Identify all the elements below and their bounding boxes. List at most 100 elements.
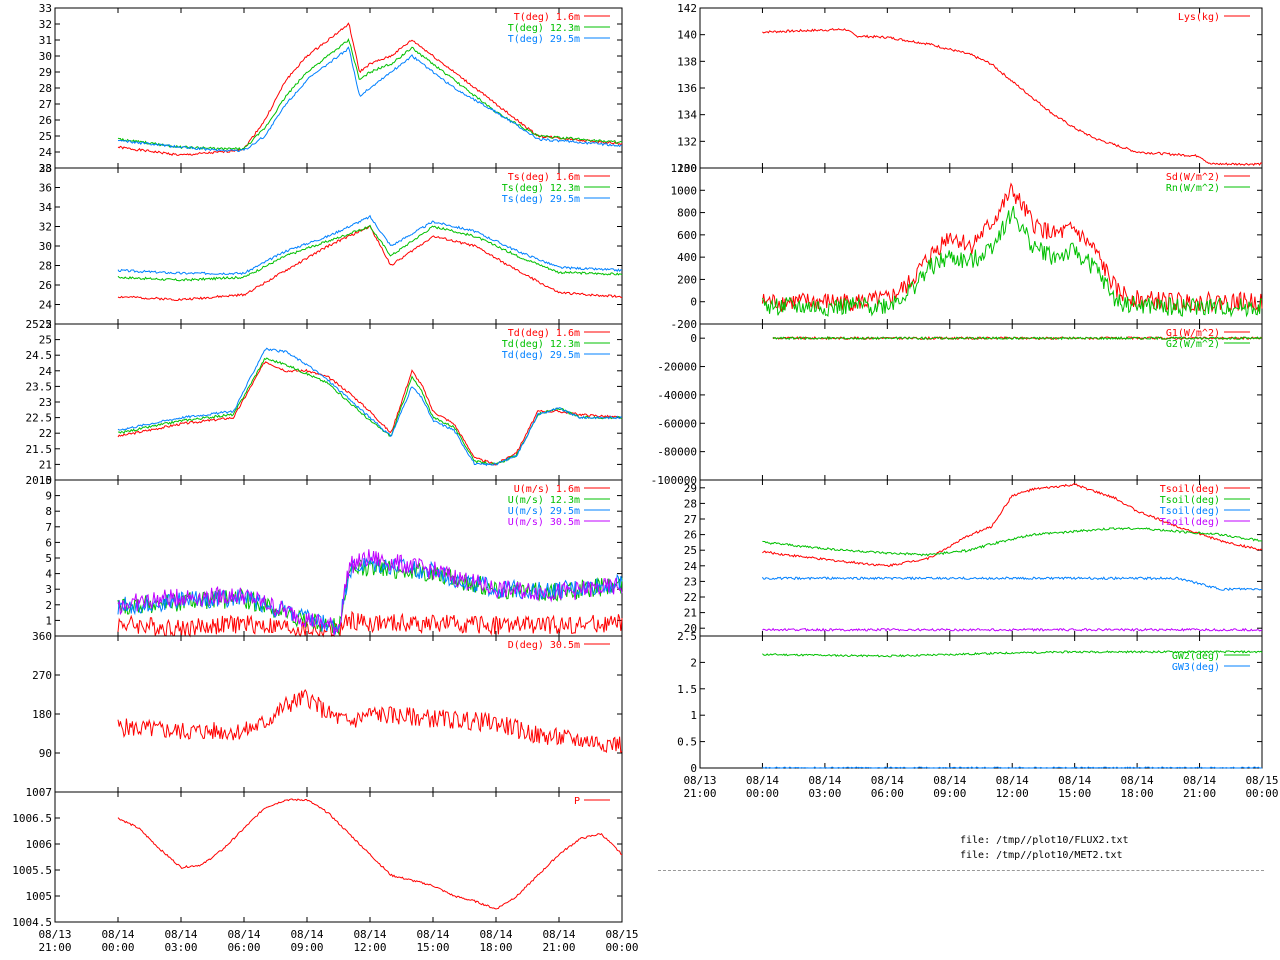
y-tick-label: 1006.5 [12,812,52,825]
y-tick-label: 28 [684,497,697,510]
y-tick-label: 26 [39,114,52,127]
series-line [117,224,623,302]
legend-label: P [574,796,580,807]
y-tick-label: 10 [39,474,52,487]
x-tick-label: 08/14 18:00 [479,928,512,954]
series-line [762,482,1263,568]
y-tick-label: 90 [39,747,52,760]
legend-label: G2(W/m^2) [1166,339,1220,350]
y-tick-label: 0 [690,762,697,775]
y-tick-label: 24.5 [26,349,53,362]
y-tick-label: 25 [39,130,52,143]
legend-label: Td(deg) 12.3m [502,339,580,350]
x-tick-label: 08/14 12:00 [996,774,1029,800]
y-tick-label: 136 [677,82,697,95]
x-tick-label: 08/14 06:00 [871,774,904,800]
series-line [772,336,1262,341]
y-tick-label: 5 [45,552,52,565]
y-tick-label: 25.5 [26,318,53,331]
x-tick-label: 08/14 15:00 [416,928,449,954]
series-line [117,357,623,465]
y-tick-label: 28 [39,82,52,95]
y-tick-label: 28 [39,260,52,273]
y-tick-label: 24 [39,146,53,159]
y-tick-label: 180 [32,708,52,721]
x-tick-label: 08/14 09:00 [290,928,323,954]
y-tick-label: 23 [39,162,52,175]
y-tick-label: 400 [677,251,697,264]
y-tick-label: 360 [32,630,52,643]
y-tick-label: 30 [39,240,52,253]
y-tick-label: 1005 [26,890,53,903]
legend-label: GW2(deg) [1172,651,1220,662]
y-tick-label: 1000 [671,184,698,197]
y-tick-label: 22.5 [26,412,53,425]
y-tick-label: 32 [39,18,52,31]
y-tick-label: 2.5 [677,630,697,643]
y-tick-label: 600 [677,229,697,242]
series-line [762,650,1263,658]
y-tick-label: 24 [39,365,53,378]
y-tick-label: 32 [39,221,52,234]
dashed-separator [658,870,1264,871]
x-tick-label: 08/14 12:00 [353,928,386,954]
series-line [117,798,623,910]
y-tick-label: 1006 [26,838,53,851]
y-tick-label: 0.5 [677,736,697,749]
y-tick-label: -100000 [651,474,697,487]
y-tick-label: 33 [39,2,52,15]
y-tick-label: 30 [39,50,52,63]
x-tick-label: 08/14 06:00 [227,928,260,954]
y-tick-label: 7 [45,521,52,534]
y-tick-label: 24 [39,299,53,312]
series-line [762,627,1263,632]
x-tick-label: 08/13 21:00 [683,774,716,800]
y-tick-label: 1.5 [677,683,697,696]
y-tick-label: 138 [677,55,697,68]
x-tick-label: 08/14 03:00 [808,774,841,800]
legend-label: Tsoil(deg) [1160,484,1220,495]
y-tick-label: 29 [39,66,52,79]
x-tick-label: 08/14 21:00 [1183,774,1216,800]
chart-panel-4: 360 270 180 90 D(deg) 30.5m [32,630,623,793]
y-tick-label: 29 [684,482,697,495]
y-tick-label: 1004.5 [12,916,52,929]
legend-label: Lys(kg) [1178,12,1220,23]
y-tick-label: 25 [684,544,697,557]
y-tick-label: 2 [690,656,697,669]
legend-label: Tsoil(deg) [1160,517,1220,528]
x-tick-label: 08/14 00:00 [101,928,134,954]
y-tick-label: 130 [677,162,697,175]
x-tick-label: 08/14 21:00 [542,928,575,954]
x-tick-label: 08/13 21:00 [38,928,71,954]
chart-panel-8: 0 -20000 -40000 -60000 -80000 -100000 G1(W/m^2… [651,323,1263,487]
y-tick-label: 23 [684,575,697,588]
y-tick-label: 21 [39,458,52,471]
series-line [117,610,623,638]
legend-label: D(deg) 30.5m [508,640,580,651]
chart-panel-6: 142 140 138 136 134 132 130 Lys(kg) [677,2,1263,175]
legend-label: Ts(deg) 12.3m [502,183,580,194]
y-tick-label: 22 [39,427,52,440]
legend-label: Tsoil(deg) [1160,495,1220,506]
y-tick-label: 1200 [671,162,698,175]
x-tick-label: 08/14 15:00 [1058,774,1091,800]
chart-panel-7: 1200 1000 800 600 400 200 0 -200 Sd(W/m^2)Rn(W/m… [671,162,1263,331]
legend-label: Sd(W/m^2) [1166,172,1220,183]
legend-label: Tsoil(deg) [1160,506,1220,517]
y-tick-label: 800 [677,207,697,220]
legend-label: T(deg) 1.6m [514,12,580,23]
y-tick-label: 1 [45,614,52,627]
file-name-flux: file: /tmp//plot10/FLUX2.txt [960,835,1129,846]
y-tick-label: 0 [690,296,697,309]
y-tick-label: 25 [39,334,52,347]
y-tick-label: -200 [671,318,698,331]
y-tick-label: 20.5 [26,474,53,487]
series-line [117,556,623,635]
legend-label: U(m/s) 12.3m [508,495,580,506]
y-tick-label: 34 [39,201,53,214]
y-tick-label: 8 [45,505,52,518]
